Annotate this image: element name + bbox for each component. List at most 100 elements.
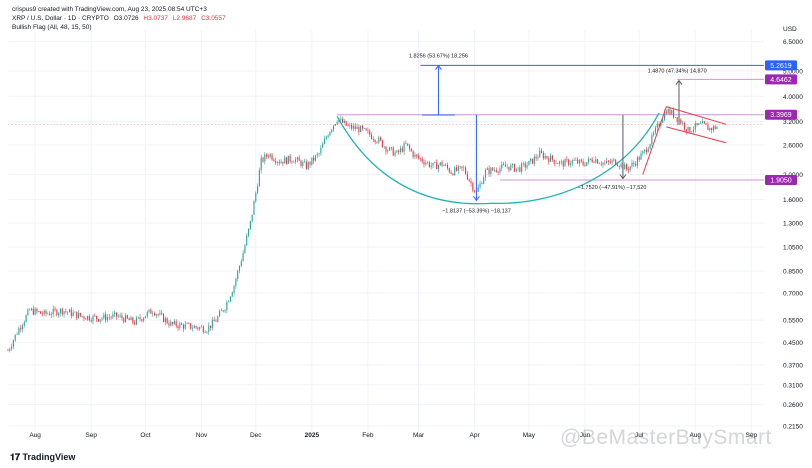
candle-body xyxy=(112,314,114,318)
price-axis[interactable]: USD6.50005.00004.00003.20002.60002.00001… xyxy=(783,26,803,431)
time-axis[interactable]: Aug Sep Oct Nov Dec 2025 Feb Mar Apr May Jun Jul Aug… xyxy=(29,432,757,439)
candle-body xyxy=(70,309,72,316)
candle-body xyxy=(663,112,666,120)
candle-body xyxy=(143,318,145,321)
candle-body xyxy=(486,168,488,170)
candle-body xyxy=(29,309,31,311)
candle-body xyxy=(396,150,398,153)
candle-body xyxy=(206,331,208,333)
candle-body xyxy=(30,308,33,310)
candle-body xyxy=(452,173,454,176)
candle-body xyxy=(606,160,608,164)
candle-body xyxy=(351,124,353,129)
candle-body xyxy=(407,143,409,146)
candle-body xyxy=(43,310,45,315)
candle-body xyxy=(16,334,18,335)
candle-body xyxy=(304,161,306,163)
candle-body xyxy=(625,164,628,170)
indicator-label[interactable]: Bullish Flag (All, 48, 15, 50) xyxy=(12,24,92,31)
candle-body xyxy=(186,323,188,325)
candle-body xyxy=(669,108,671,115)
candle-body xyxy=(177,326,179,329)
candle-body xyxy=(615,159,617,165)
candle-body xyxy=(372,138,374,140)
candle-body xyxy=(336,121,338,125)
candle-body xyxy=(103,314,105,319)
candle-body xyxy=(481,183,483,184)
candle-body xyxy=(645,149,648,153)
candle-body xyxy=(381,140,383,148)
candle-body xyxy=(92,315,94,322)
candle-body xyxy=(12,340,14,347)
candle-body xyxy=(128,318,130,321)
x-tick-label: Aug xyxy=(29,432,41,439)
y-tick-label: 6.5000 xyxy=(783,39,803,46)
candle-body xyxy=(334,124,336,126)
candle-body xyxy=(710,128,713,131)
candle-body xyxy=(463,167,465,169)
candle-body xyxy=(466,173,468,180)
candle-body xyxy=(499,168,501,173)
candle-body xyxy=(238,265,241,271)
candle-body xyxy=(425,162,427,165)
candle-body xyxy=(139,317,141,320)
candle-body xyxy=(204,332,206,333)
candle-body xyxy=(161,312,163,314)
candle-body xyxy=(119,315,121,317)
candle-body xyxy=(624,164,626,170)
candle-body xyxy=(356,126,358,129)
candle-body xyxy=(242,252,244,262)
y-tick-label: 0.4500 xyxy=(783,340,803,347)
candle-body xyxy=(61,308,63,315)
candle-body xyxy=(307,162,309,169)
candle-body xyxy=(522,163,525,164)
candle-body xyxy=(546,155,548,159)
candle-body xyxy=(582,161,584,165)
candle-body xyxy=(320,147,322,154)
y-tick-label: 0.5500 xyxy=(783,318,803,325)
candle-body xyxy=(150,309,152,314)
candle-body xyxy=(633,162,635,164)
candle-body xyxy=(168,323,170,326)
candle-body xyxy=(11,346,13,349)
candle-body xyxy=(105,314,107,321)
candle-body xyxy=(124,315,127,323)
candle-body xyxy=(229,296,232,302)
candle-body xyxy=(629,166,631,171)
candle-body xyxy=(144,316,147,319)
candle-body xyxy=(609,161,611,163)
candle-body xyxy=(512,164,514,166)
candle-body xyxy=(23,321,25,326)
candle-body xyxy=(383,146,385,148)
candle-body xyxy=(454,167,456,176)
symbol-name[interactable]: XRP / U.S. Dollar · 1D · CRYPTO xyxy=(12,15,109,22)
y-tick-label: 3.2000 xyxy=(783,119,803,126)
candle-body xyxy=(394,152,396,156)
candle-body xyxy=(14,334,16,341)
candle-body xyxy=(671,110,673,115)
candle-body xyxy=(87,315,89,320)
candle-body xyxy=(427,162,429,163)
candle-body xyxy=(513,164,515,172)
y-tick-label: 0.2600 xyxy=(783,402,803,409)
candle-body xyxy=(537,157,539,159)
candle-body xyxy=(322,143,324,148)
down-measure-arrow-cup-head xyxy=(473,196,480,202)
candle-body xyxy=(179,323,181,329)
tradingview-logo: 𝟏𝟕 TradingView xyxy=(10,452,76,462)
candle-body xyxy=(470,180,472,184)
ohlc-close: C3.0557 xyxy=(201,15,226,22)
candle-body xyxy=(262,157,264,162)
candle-body xyxy=(318,153,320,155)
candle-body xyxy=(349,124,351,126)
candle-body xyxy=(193,326,195,329)
candle-body xyxy=(683,122,685,130)
candle-body xyxy=(459,166,461,167)
candle-body xyxy=(155,314,157,316)
candle-body xyxy=(302,162,304,167)
candle-body xyxy=(398,150,400,153)
candle-body xyxy=(63,311,65,315)
candle-body xyxy=(709,128,711,131)
candle-body xyxy=(566,159,568,160)
